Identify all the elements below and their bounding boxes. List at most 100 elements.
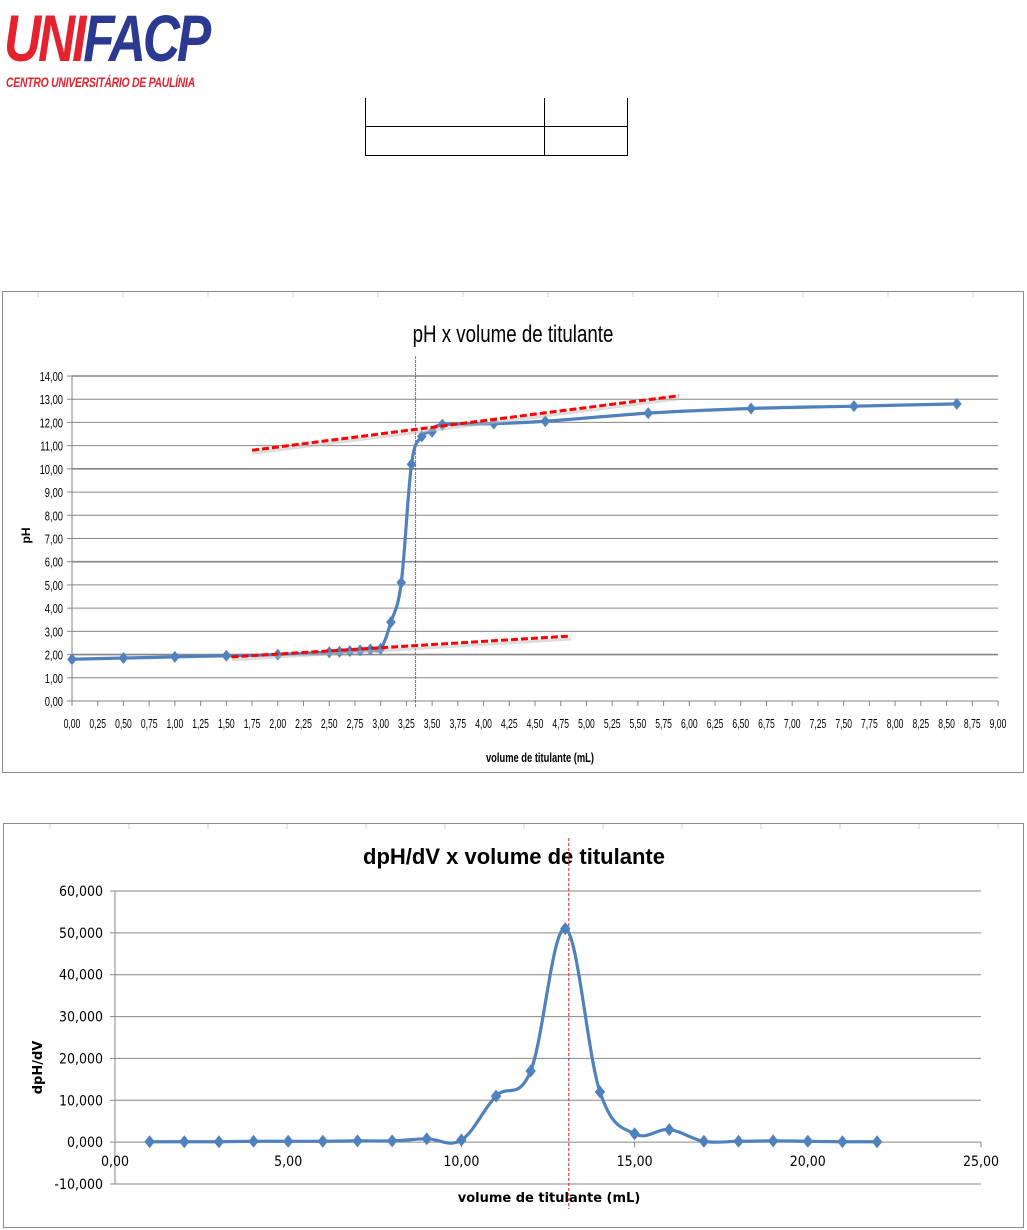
x-tick-label: 4,75 [552,717,569,731]
x-tick-label: 8,75 [964,717,981,731]
chart-title: pH x volume de titulante [413,321,614,348]
data-point-marker [283,1134,294,1148]
logo-facp-text: FACP [83,1,211,75]
y-axis-title: pH [19,528,33,544]
y-tick-label: 0,000 [67,1136,103,1152]
derivative-curve [149,927,878,1145]
y-axis-title: dpH/dV [31,1041,46,1095]
x-tick-label: 4,25 [501,717,518,731]
unifacp-logo: UNIFACP CENTRO UNIVERSITÁRIO DE PAULÍNIA [4,1,211,92]
y-tick-label: -10,000 [54,1177,103,1193]
data-point-marker [456,1133,467,1147]
table-cell [544,126,628,156]
x-tick-label: 9,00 [990,717,1007,731]
x-tick-label: 4,50 [527,717,544,731]
data-point-marker [417,430,427,443]
y-tick-label: 3,00 [45,626,63,640]
x-tick-label: 2,25 [295,717,312,731]
x-tick-label: 0,00 [64,717,81,731]
data-point-marker [144,1135,155,1149]
x-tick-label: 10,00 [443,1155,479,1171]
y-tick-label: 10,000 [59,1094,103,1110]
y-tick-label: 30,000 [59,1010,103,1026]
x-tick-label: 0,25 [89,717,106,731]
derivative-chart-canvas: dpH/dV x volume de titulante-10,0000,000… [31,824,999,1209]
x-tick-label: 8,50 [938,717,955,731]
x-tick-label: 6,25 [707,717,724,731]
y-tick-label: 60,000 [59,884,103,900]
x-axis-title: volume de titulante (mL) [486,752,594,766]
x-tick-label: 5,50 [630,717,647,731]
x-tick-label: 0,75 [141,717,158,731]
logo-subtitle: CENTRO UNIVERSITÁRIO DE PAULÍNIA [6,74,195,90]
x-tick-label: 25,00 [963,1155,999,1171]
x-tick-label: 6,75 [758,717,775,731]
table-cell [365,98,545,127]
ph-chart-canvas: pH x volume de titulante 0,00 1,00 2,00 3,00… [19,292,1007,766]
logo-wordmark: UNIFACP [4,1,211,75]
data-point-marker [952,397,962,410]
table-cell [544,98,628,127]
x-tick-label: 3,25 [398,717,415,731]
table-cell [365,126,545,156]
x-tick-label: 1,00 [167,717,184,731]
data-point-marker [746,402,756,415]
x-tick-label: 7,25 [810,717,827,731]
logo-uni-text: UNI [4,1,86,75]
data-point-marker [118,652,129,665]
x-tick-label: 5,25 [604,717,621,731]
x-tick-label: 1,50 [218,717,235,731]
x-tick-label: 2,50 [321,717,338,731]
x-tick-label: 7,50 [835,717,852,731]
x-tick-label: 0,50 [115,717,132,731]
data-point-marker [221,649,232,662]
data-point-marker [871,1135,883,1149]
data-point-marker [317,1134,329,1148]
x-tick-label: 1,25 [192,717,209,731]
y-tick-label: 9,00 [45,487,63,501]
y-tick-label: 11,00 [40,440,63,454]
x-tick-label: 6,50 [732,717,749,731]
y-tick-label: 4,00 [45,603,63,617]
x-tick-label: 1,75 [244,717,261,731]
x-axis-title: volume de titulante (mL) [458,1191,641,1206]
x-tick-label: 3,75 [449,717,466,731]
data-point-marker [490,1089,502,1103]
x-tick-label: 7,00 [784,717,801,731]
x-tick-label: 3,50 [424,717,441,731]
data-point-marker [664,1123,675,1137]
x-tick-label: 5,00 [578,717,595,731]
ph-titration-chart: pH x volume de titulante 0,00 1,00 2,00 3,00… [2,291,1024,773]
data-point-marker [213,1135,225,1149]
data-point-marker [352,1134,363,1148]
data-point-marker [67,653,77,666]
data-point-marker [698,1134,710,1148]
tangent-line [231,634,572,659]
x-tick-label: 7,75 [861,717,878,731]
x-tick-label: 6,00 [681,717,698,731]
x-tick-label: 0,00 [101,1155,129,1171]
x-tick-label: 8,00 [887,717,904,731]
x-tick-label: 2,75 [347,717,364,731]
tangent-line [251,394,680,452]
tangent-shadow [231,637,572,662]
derivative-chart: dpH/dV x volume de titulante -10,000 0,000… [3,823,1024,1228]
x-tick-label: 5,00 [274,1155,302,1171]
data-point-marker [386,1134,398,1148]
y-tick-label: 7,00 [45,533,63,547]
y-tick-label: 10,00 [40,464,63,478]
data-point-marker [386,616,396,629]
data-point-marker [525,1064,536,1078]
y-tick-label: 2,00 [45,649,63,663]
tangent-shadow [251,397,680,455]
x-tick-label: 4,00 [475,717,492,731]
y-tick-label: 0,00 [45,696,63,710]
ph-series [67,397,962,666]
data-point-marker [629,1127,640,1141]
y-tick-label: 40,000 [59,968,103,984]
data-point-marker [643,407,653,420]
y-tick-label: 14,00 [40,371,63,385]
data-point-marker [849,400,859,413]
data-point-marker [396,576,407,589]
document-table [365,98,628,156]
